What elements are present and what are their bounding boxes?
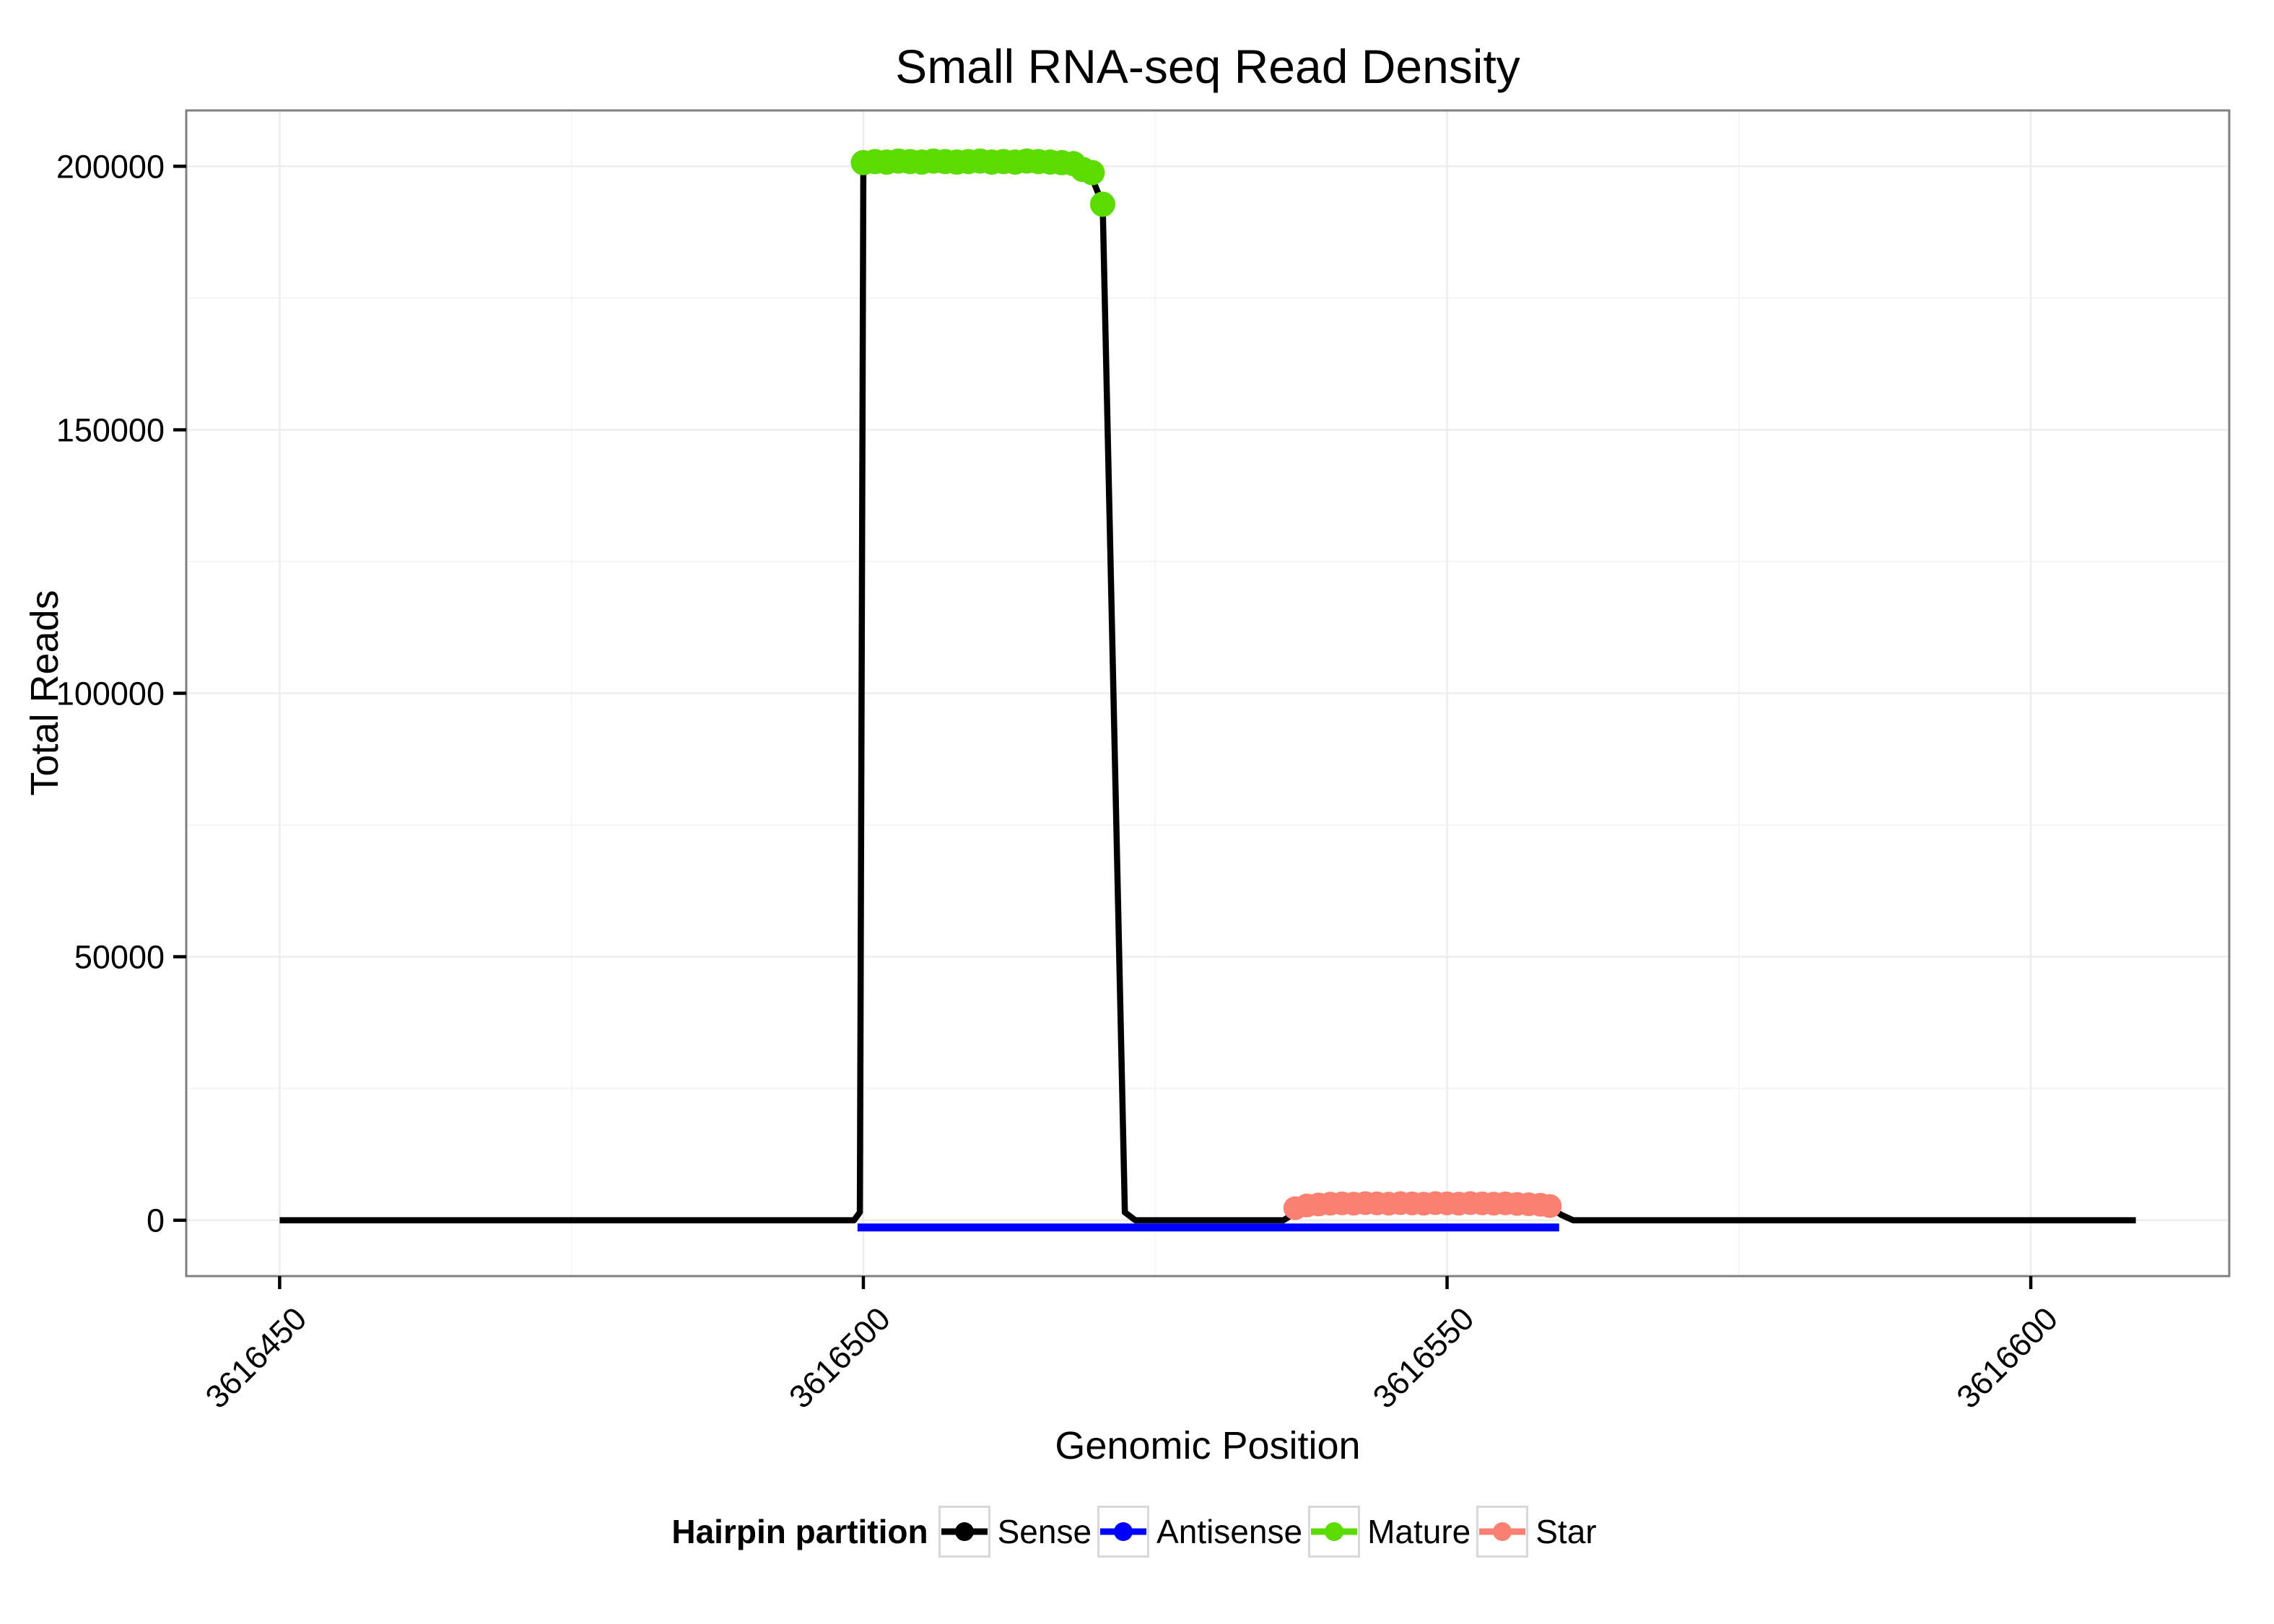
x-tick-label: 3616450 [198, 1300, 313, 1415]
legend-key-sense [938, 1506, 990, 1558]
legend-key-point-icon [954, 1522, 974, 1541]
legend-item-mature: Mature [1308, 1506, 1476, 1558]
x-tick-label: 3616500 [782, 1300, 897, 1415]
legend-label-mature: Mature [1367, 1513, 1471, 1550]
legend-key-star [1476, 1506, 1529, 1558]
legend-item-sense: Sense [938, 1506, 1097, 1558]
legend-key-point-icon [1493, 1522, 1512, 1541]
legend-item-star: Star [1476, 1506, 1602, 1558]
y-tick-label: 150000 [56, 411, 165, 448]
legend-key-mature [1308, 1506, 1361, 1558]
chart-title: Small RNA-seq Read Density [895, 40, 1520, 93]
legend-key-point-icon [1114, 1522, 1133, 1541]
legend: Hairpin partition Sense Antisense Mature St… [0, 1501, 2274, 1562]
series-mature-point [1079, 160, 1105, 185]
series-mature-point [1089, 191, 1115, 217]
series-star-point [1538, 1194, 1562, 1218]
legend-label-sense: Sense [997, 1513, 1092, 1550]
legend-label-star: Star [1535, 1513, 1597, 1550]
legend-items: Sense Antisense Mature Star [938, 1506, 1603, 1558]
y-tick-label: 50000 [74, 939, 165, 976]
y-tick-label: 0 [147, 1202, 165, 1239]
y-tick-label: 100000 [56, 676, 165, 712]
x-tick-label: 3616600 [1949, 1300, 2065, 1415]
legend-key-point-icon [1325, 1522, 1344, 1541]
y-tick-label: 200000 [56, 148, 165, 185]
legend-key-antisense [1097, 1506, 1150, 1558]
x-axis-title: Genomic Position [1055, 1424, 1361, 1467]
x-tick-label: 3616550 [1366, 1300, 1481, 1415]
legend-label-antisense: Antisense [1156, 1513, 1303, 1550]
legend-title: Hairpin partition [671, 1513, 928, 1550]
legend-item-antisense: Antisense [1097, 1506, 1308, 1558]
